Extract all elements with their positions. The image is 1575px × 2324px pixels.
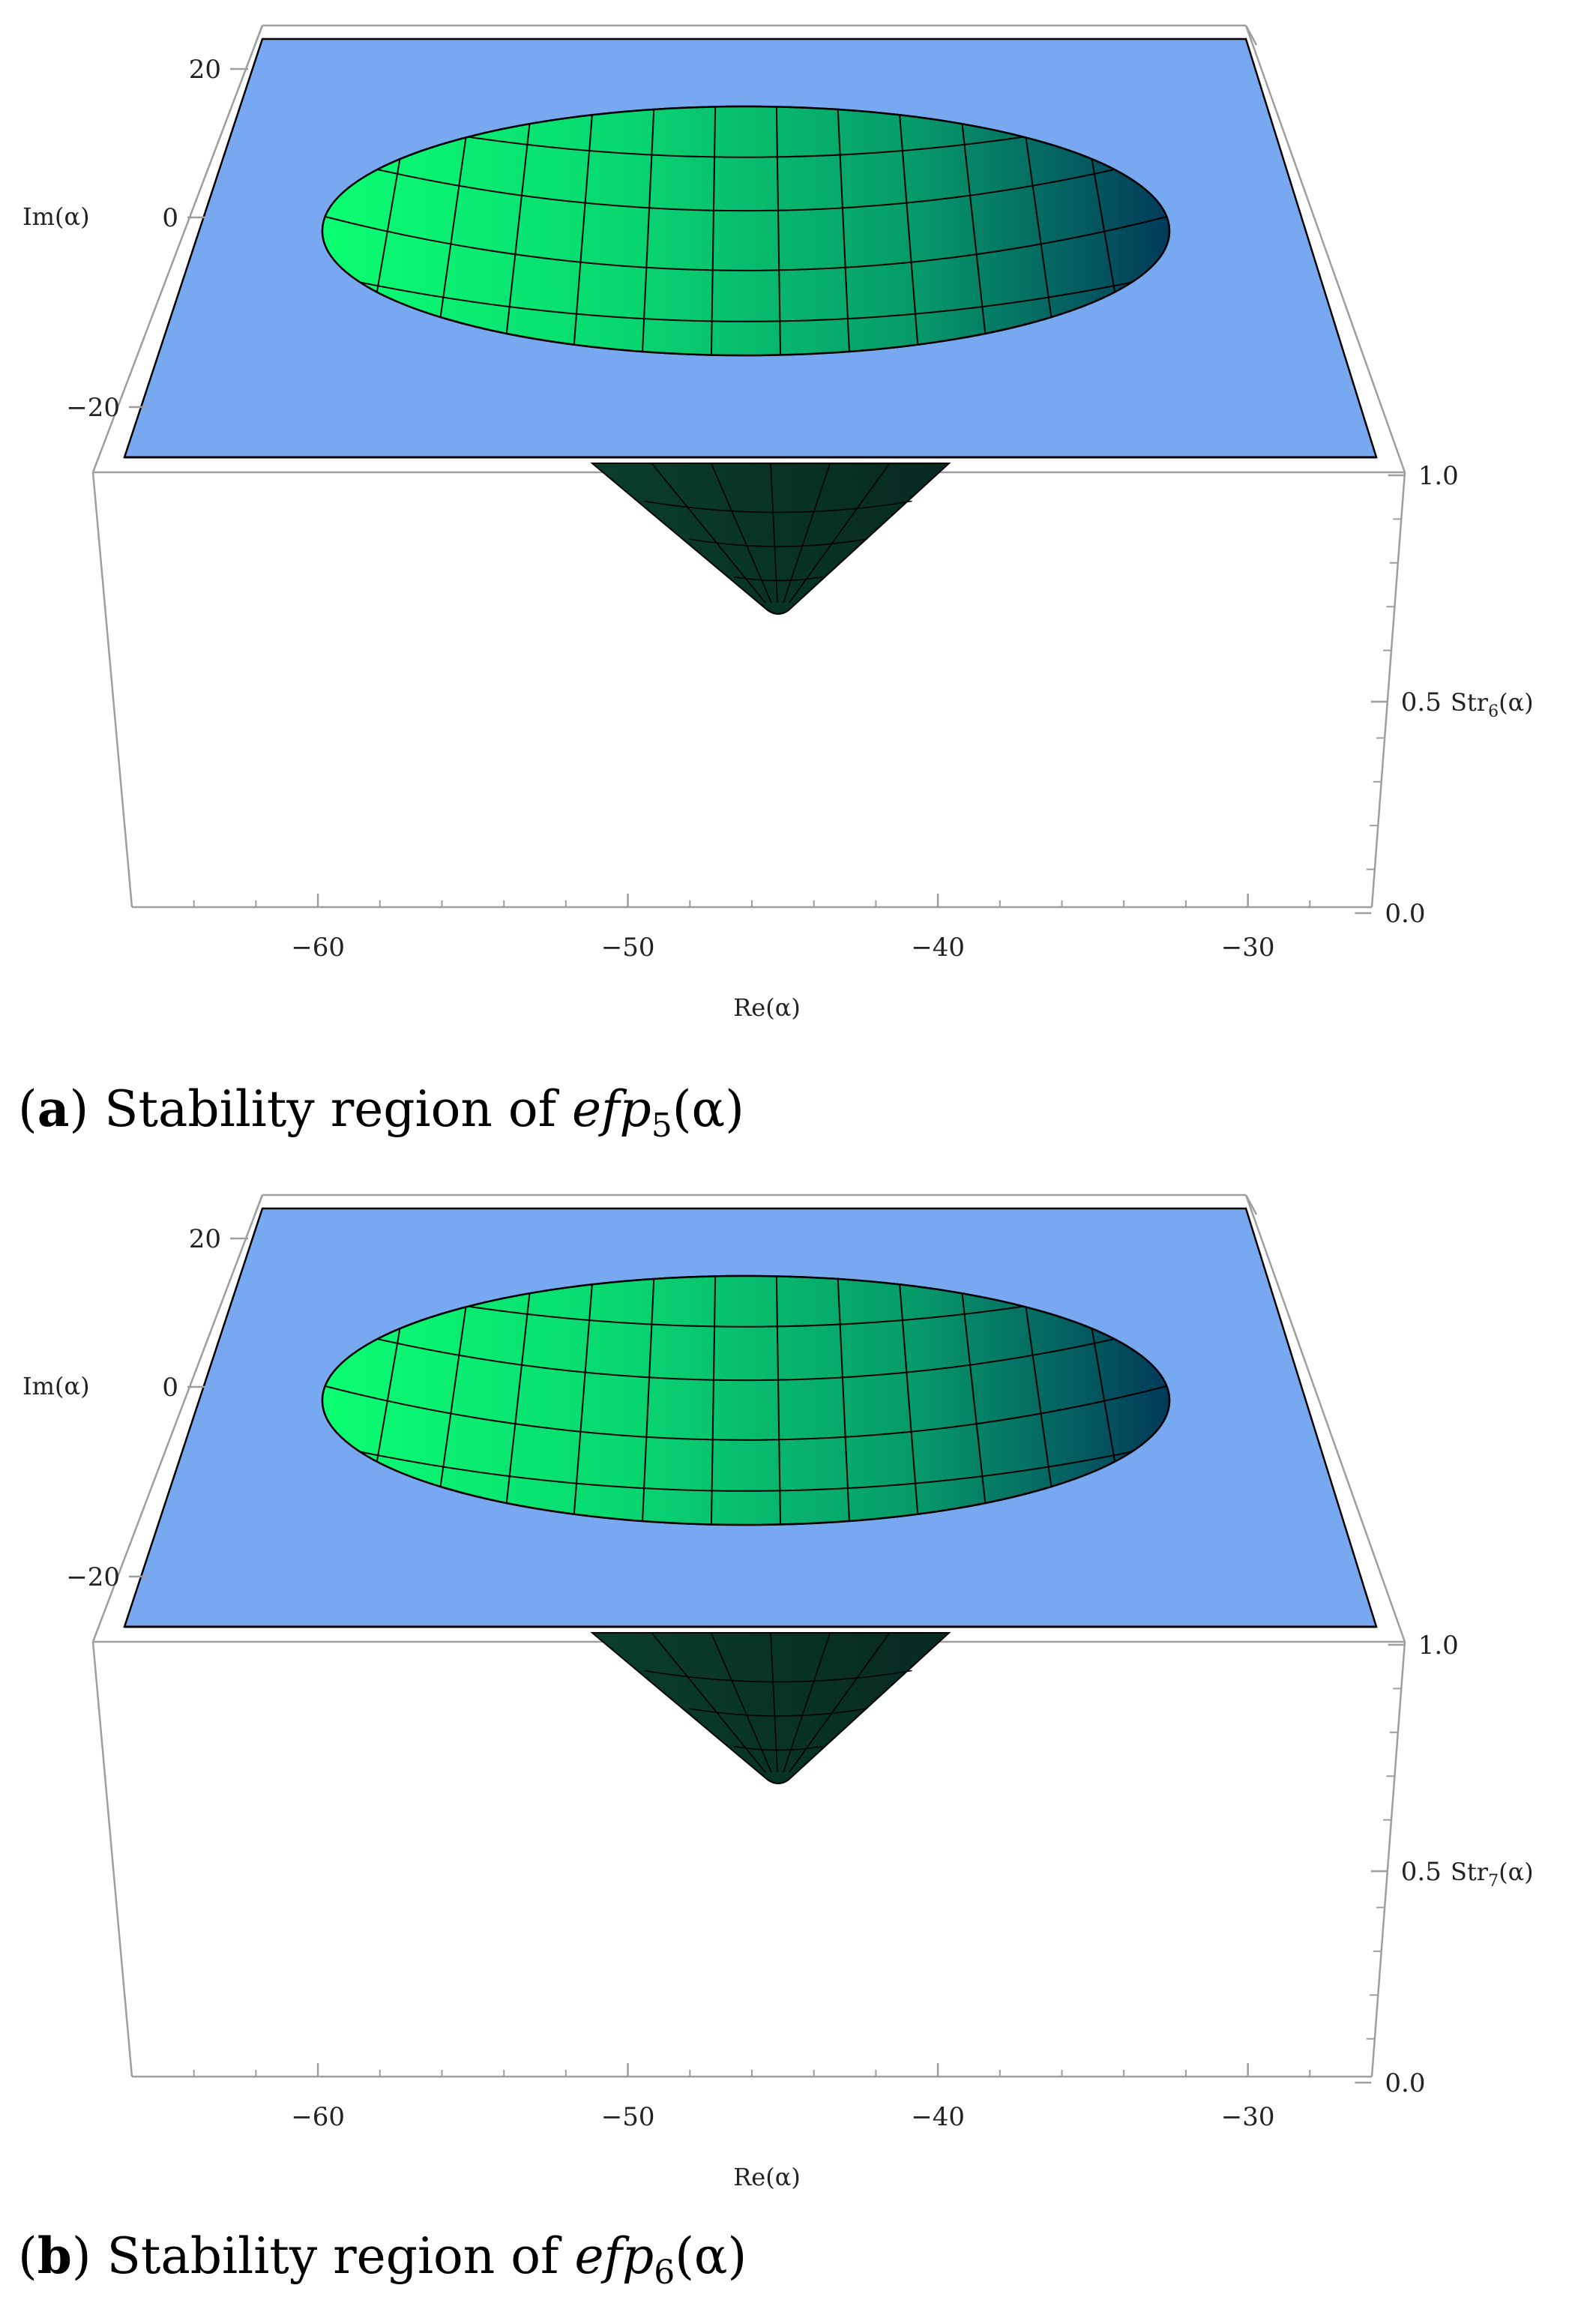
surface-mesh-line <box>710 106 717 355</box>
caption-arg: (α) <box>675 2227 747 2285</box>
z-label-sub: 6 <box>1488 702 1499 721</box>
box-edge <box>1244 25 1406 473</box>
cone-mesh-line <box>651 463 766 603</box>
x-tick-label: −40 <box>911 933 965 963</box>
surface-plot-a: −60 −50 −40 −30 Re(α) 20 0 −20 Im(α) 1.0 0.5 0.0 Str… <box>22 24 1534 1022</box>
cone-mesh-line <box>688 538 868 547</box>
x-axis-label: Re(α) <box>733 2163 801 2191</box>
y-tick-label: −20 <box>66 393 120 423</box>
figure-caption-a: (a) Stability region of efp5(α) <box>18 1080 744 1146</box>
surface-mesh-line <box>434 106 472 355</box>
z-tick-label: 1.0 <box>1418 1631 1459 1661</box>
z-label-arg: (α) <box>1499 688 1534 717</box>
caption-arg: (α) <box>672 1080 744 1138</box>
box-edge <box>1370 1641 1406 2077</box>
caption-text: Stability region of <box>104 1080 557 1138</box>
surface-mesh-line <box>434 1276 472 1525</box>
surface-mesh-line <box>959 106 989 355</box>
surface-plot-b: −60 −50 −40 −30 Re(α) 20 0 −20 Im(α) 1.0 0.5 0.0 Str… <box>22 1193 1534 2191</box>
box-edge <box>91 1194 264 1643</box>
z-axis-label: Str7(α) <box>1451 1858 1534 1891</box>
surface-mesh-line <box>710 1276 717 1525</box>
z-label-arg: (α) <box>1499 1858 1534 1886</box>
y-tick-label: 0 <box>162 203 178 233</box>
stable-region-boundary <box>321 1274 1171 1526</box>
x-tick-label: −50 <box>601 2102 655 2132</box>
z-tick-label: 0.0 <box>1385 899 1425 929</box>
figure-panel-a: −60 −50 −40 −30 Re(α) 20 0 −20 Im(α) 1.0 0.5 0.0 Str… <box>18 24 1534 1146</box>
caption-text: Stability region of <box>106 2227 559 2285</box>
surface-mesh-line <box>322 151 1169 212</box>
x-tick-label: −50 <box>601 933 655 963</box>
cone-mesh-line <box>770 1632 778 1773</box>
surface-mesh-line <box>322 211 1169 271</box>
box-edge <box>1244 1194 1406 1643</box>
z-axis-label: Str6(α) <box>1451 688 1534 721</box>
surface-mesh-line <box>1020 106 1058 355</box>
cone-mesh-line <box>644 1670 912 1683</box>
stable-surface <box>322 1276 1169 1525</box>
surface-mesh-line <box>775 1276 782 1525</box>
z-label-base: Str <box>1451 1858 1489 1886</box>
figure-panel-b: −60 −50 −40 −30 Re(α) 20 0 −20 Im(α) 1.0 0.5 0.0 Str… <box>0 1169 1575 2324</box>
box-edge <box>91 1641 133 2077</box>
x-axis-label: Re(α) <box>733 993 801 1022</box>
box-edge <box>1370 472 1406 908</box>
cone-mesh-line <box>688 1708 868 1717</box>
x-tick-label: −60 <box>291 2102 345 2132</box>
surface-fill <box>322 1276 1169 1525</box>
x-tick-label: −30 <box>1221 933 1275 963</box>
surface-cone <box>590 463 951 615</box>
z-tick-label: 0.0 <box>1385 2068 1425 2098</box>
surface-mesh-line <box>503 1276 533 1525</box>
y-axis-label: Im(α) <box>22 202 90 231</box>
cone-mesh-line <box>770 463 778 603</box>
surface-mesh-line <box>641 106 655 355</box>
cone-mesh-line <box>733 576 823 582</box>
surface-mesh-line <box>322 1439 1169 1492</box>
surface-mesh-line <box>959 1276 989 1525</box>
y-tick-label: 0 <box>162 1373 178 1403</box>
z-tick-label: 0.5 <box>1401 1857 1442 1887</box>
caption-letter: a <box>37 1080 70 1138</box>
surface-mesh-line <box>775 106 782 355</box>
x-tick-label: −40 <box>911 2102 965 2132</box>
cone-mesh-line <box>783 1632 831 1773</box>
box-edge <box>91 472 133 908</box>
caption-func: efp <box>572 1080 651 1138</box>
surface-mesh-line <box>322 1321 1169 1382</box>
caption-letter: b <box>37 2227 72 2285</box>
surface-mesh-line <box>641 1276 655 1525</box>
stable-region-boundary <box>321 105 1171 357</box>
figure-caption-b: (b) Stability region of efp6(α) <box>18 2227 747 2293</box>
cone-mesh-line <box>783 463 831 603</box>
surface-cone <box>590 1632 951 1784</box>
cone-mesh-line <box>644 500 912 514</box>
cone-mesh-line <box>651 1632 766 1773</box>
z-label-base: Str <box>1451 688 1489 717</box>
surface-mesh-line <box>503 106 533 355</box>
surface-mesh-line <box>322 270 1169 322</box>
surface-mesh-line <box>322 1380 1169 1441</box>
z-label-sub: 7 <box>1488 1872 1499 1891</box>
caption-func: efp <box>574 2227 654 2285</box>
y-tick-label: 20 <box>189 1224 221 1254</box>
x-tick-label: −60 <box>291 933 345 963</box>
surface-mesh-line <box>837 1276 851 1525</box>
surface-fill <box>322 106 1169 355</box>
y-tick-label: 20 <box>189 55 221 85</box>
surface-mesh-line <box>1020 1276 1058 1525</box>
x-tick-label: −30 <box>1221 2102 1275 2132</box>
z-tick-label: 0.5 <box>1401 687 1442 717</box>
surface-mesh-line <box>837 106 851 355</box>
cone-mesh-line <box>733 1745 823 1751</box>
z-tick-label: 1.0 <box>1418 461 1459 491</box>
caption-sub: 5 <box>651 1107 672 1146</box>
y-tick-label: −20 <box>66 1562 120 1592</box>
y-axis-label: Im(α) <box>22 1372 90 1400</box>
caption-sub: 6 <box>654 2254 675 2293</box>
box-edge <box>91 25 264 473</box>
